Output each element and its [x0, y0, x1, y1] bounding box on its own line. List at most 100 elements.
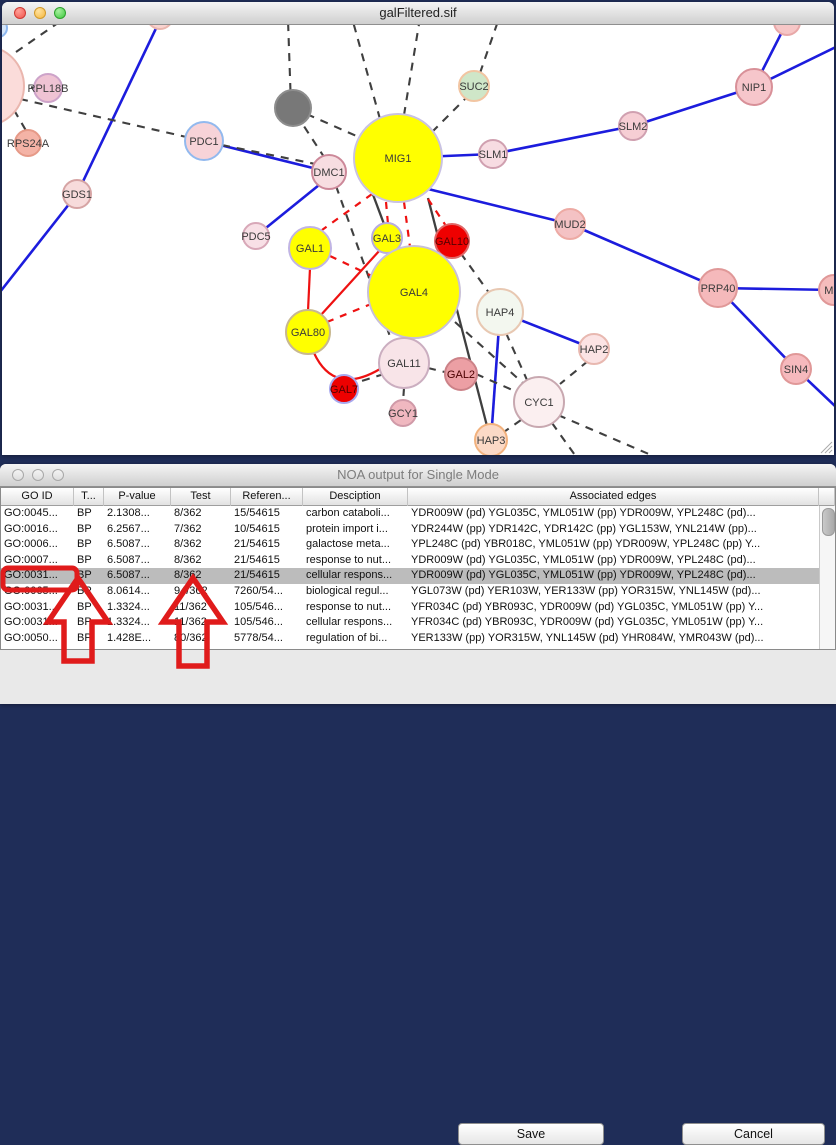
graph-node-prp40[interactable] [698, 268, 738, 308]
table-row[interactable]: GO:0006... BP 6.5087... 8/362 21/54615 galact… [1, 537, 819, 553]
header-corner [819, 488, 835, 506]
column-header[interactable]: Referen... [231, 488, 303, 506]
graph-node-label: GAL10 [435, 236, 469, 248]
graph-window-titlebar[interactable]: galFiltered.sif [2, 2, 834, 25]
graph-node-hap3[interactable] [474, 423, 508, 455]
graph-node-edge-pink-large[interactable] [2, 46, 25, 126]
column-header[interactable]: GO ID [1, 488, 74, 506]
table-cell: response to nut... [306, 553, 391, 566]
cancel-button[interactable]: Cancel [682, 1123, 825, 1145]
table-row[interactable]: GO:0031... BP 1.3324... 11/362 105/546... cel… [1, 615, 819, 631]
graph-node-gray-node[interactable] [274, 89, 312, 127]
graph-node-gal3[interactable] [371, 222, 403, 254]
table-row[interactable]: GO:0045... BP 2.1308... 8/362 15/54615 carbon… [1, 506, 819, 522]
save-button[interactable]: Save [458, 1123, 604, 1145]
table-row[interactable]: GO:0031... BP 6.5087... 8/362 21/54615 cellul… [1, 568, 819, 584]
graph-node-label: GDS1 [62, 189, 92, 201]
graph-node-gal7[interactable] [329, 374, 359, 404]
table-cell: GO:0006... [4, 538, 58, 551]
graph-node-pdc5[interactable] [242, 222, 270, 250]
table-header-row: GO ID T... P-value Test Referen... Desciption… [1, 488, 835, 506]
graph-node-gcy1[interactable] [389, 399, 417, 427]
noa-window-titlebar[interactable]: NOA output for Single Mode [0, 464, 836, 487]
graph-node-suc2[interactable] [458, 70, 490, 102]
graph-node-gal1[interactable] [288, 226, 332, 270]
graph-node-label: HAP4 [486, 307, 515, 319]
column-header[interactable]: Desciption [303, 488, 408, 506]
graph-node-dmc1[interactable] [311, 154, 347, 190]
graph-node-nip1[interactable] [735, 68, 773, 106]
graph-node-edge-pink-top[interactable] [147, 25, 173, 30]
table-cell: GO:0045... [4, 507, 58, 519]
graph-edge [402, 201, 412, 248]
graph-node-mud2[interactable] [554, 208, 586, 240]
table-cell: 7260/54... [234, 584, 283, 597]
graph-edge [2, 193, 79, 292]
table-cell: 1.3324... [107, 600, 150, 613]
graph-edge [479, 25, 498, 74]
table-cell: GO:0050... [4, 631, 58, 644]
graph-edge [255, 179, 325, 238]
close-button[interactable] [14, 7, 26, 19]
table-row[interactable]: GO:0007... BP 6.5087... 8/362 21/54615 respon… [1, 552, 819, 569]
column-header[interactable]: T... [74, 488, 104, 506]
vertical-scrollbar[interactable] [819, 506, 835, 649]
column-header[interactable]: Associated edges [408, 488, 819, 506]
table-cell: 8/362 [174, 553, 202, 566]
graph-node-edge-blue-small[interactable] [2, 25, 8, 38]
graph-node-mig1[interactable] [353, 113, 443, 203]
network-canvas[interactable]: RPL18B RPS24A GDS1 PDC1 MIG1 DMC1 SUC2 NIP1 SLM2… [2, 25, 834, 455]
zoom-button[interactable] [54, 7, 66, 19]
graph-edge [559, 360, 589, 385]
table-cell: 105/546... [234, 616, 283, 629]
graph-node-gal10[interactable] [434, 223, 470, 259]
column-header[interactable]: P-value [104, 488, 171, 506]
graph-node-gal2[interactable] [444, 357, 478, 391]
table-cell: YGL073W (pd) YER103W, YER133W (pp) YOR31… [411, 584, 761, 597]
table-cell: BP [77, 616, 92, 629]
graph-edge [354, 372, 385, 385]
column-header[interactable]: Test [171, 488, 231, 506]
graph-node-label: GAL4 [400, 287, 428, 299]
graph-node-pdc1[interactable] [184, 121, 224, 161]
table-cell: 2.1308... [107, 507, 150, 519]
graph-node-label: GCY1 [388, 408, 418, 420]
graph-edge [454, 321, 525, 385]
table-cell: BP [77, 569, 92, 582]
graph-edge [19, 97, 205, 143]
graph-node-gal11[interactable] [378, 337, 430, 389]
graph-node-label: GAL2 [447, 369, 475, 381]
scrollbar-thumb[interactable] [822, 508, 835, 536]
graph-node-gal4[interactable] [367, 245, 461, 339]
graph-node-edge-pink-topright[interactable] [773, 25, 801, 36]
graph-node-hap2[interactable] [578, 333, 610, 365]
graph-node-cyc1[interactable] [513, 376, 565, 428]
graph-node-sin4[interactable] [780, 353, 812, 385]
table-row[interactable]: GO:0065... BP 8.0614... 94/362 7260/54... bio… [1, 583, 819, 600]
minimize-button[interactable] [32, 469, 44, 481]
resize-grip-icon[interactable] [819, 440, 833, 454]
table-cell: 11/362 [174, 616, 207, 629]
graph-edge [475, 373, 518, 393]
zoom-button[interactable] [52, 469, 64, 481]
graph-node-rps24a[interactable] [14, 129, 42, 157]
graph-node-gds1[interactable] [62, 179, 92, 209]
graph-node-hap4[interactable] [476, 288, 524, 336]
graph-node-rpl18b[interactable] [33, 73, 63, 103]
graph-node-slm2[interactable] [618, 111, 648, 141]
table-cell: 94/362 [174, 584, 208, 597]
close-button[interactable] [12, 469, 24, 481]
table-row[interactable]: GO:0031... BP 1.3324... 11/362 105/546... res… [1, 599, 819, 616]
table-row[interactable]: GO:0016... BP 6.2567... 7/362 10/54615 protei… [1, 521, 819, 538]
table-cell: 6.5087... [107, 553, 150, 566]
minimize-button[interactable] [34, 7, 46, 19]
graph-node-label: HAP2 [580, 344, 609, 356]
graph-edge [13, 109, 29, 135]
table-cell: GO:0031... [4, 616, 58, 629]
graph-node-gal80[interactable] [285, 309, 331, 355]
graph-node-label: PRP40 [701, 283, 736, 295]
table-row[interactable]: GO:0050... BP 1.428E... 80/362 5778/54... reg… [1, 630, 819, 647]
graph-node-msi[interactable] [818, 274, 834, 306]
graph-node-label: SIN4 [784, 364, 808, 376]
graph-node-slm1[interactable] [478, 139, 508, 169]
